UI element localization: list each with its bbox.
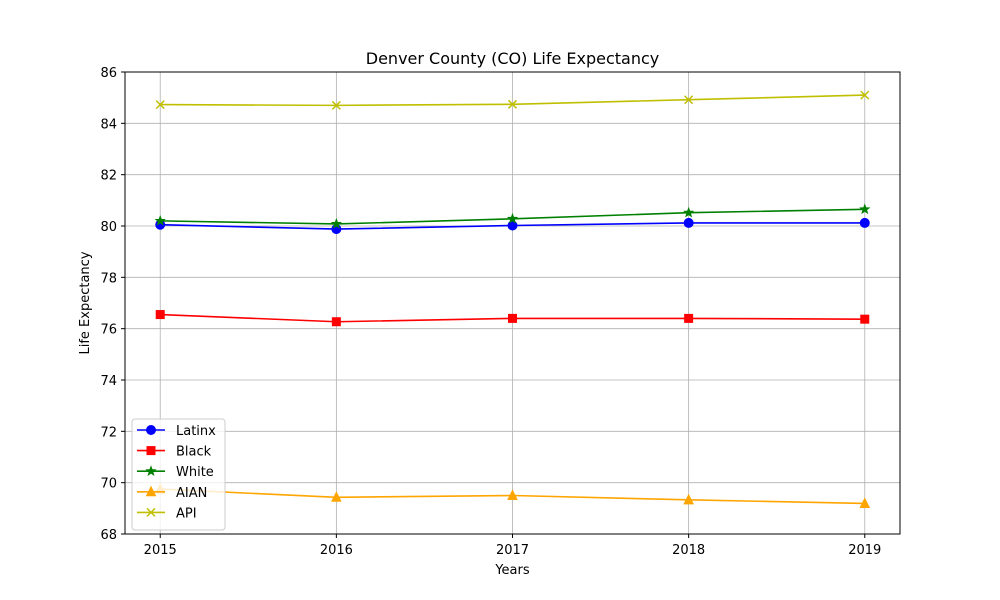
- series-api: [155, 90, 870, 110]
- legend-item-black: Black: [137, 445, 212, 460]
- y-tick-label: 76: [100, 323, 117, 338]
- y-tick-label: 78: [100, 271, 117, 286]
- y-axis-title: Life Expectancy: [78, 251, 93, 354]
- data-point-black: [508, 313, 517, 323]
- legend-label: AIAN: [176, 486, 207, 501]
- data-point-latinx: [859, 217, 870, 228]
- data-point-api: [331, 100, 341, 110]
- y-tick-label: 72: [100, 425, 117, 440]
- data-point-white: [859, 203, 871, 215]
- data-point-aian: [683, 493, 694, 505]
- legend-marker: [146, 507, 156, 517]
- legend-label: Black: [176, 445, 212, 460]
- legend-item-api: API: [137, 506, 197, 521]
- data-point-latinx: [683, 217, 694, 228]
- data-point-white: [683, 206, 695, 218]
- data-point-aian: [859, 497, 871, 508]
- data-point-api: [860, 90, 870, 100]
- x-axis-title: Years: [494, 563, 530, 578]
- legend-label: Latinx: [176, 424, 216, 439]
- y-tick-label: 82: [100, 169, 117, 184]
- data-point-api: [684, 95, 694, 105]
- chart-title: Denver County (CO) Life Expectancy: [366, 49, 659, 68]
- series-layer: [154, 90, 871, 508]
- data-point-aian: [507, 489, 518, 500]
- data-point-black: [684, 313, 694, 323]
- data-point-black: [860, 314, 870, 324]
- legend-marker: [145, 485, 157, 497]
- data-point-black: [331, 317, 341, 327]
- legend-label: API: [176, 506, 197, 521]
- legend-item-latinx: Latinx: [137, 424, 216, 439]
- data-point-white: [330, 218, 342, 229]
- data-point-black: [155, 310, 165, 320]
- data-point-aian: [331, 491, 342, 502]
- data-point-white: [154, 214, 166, 226]
- x-tick-label: 2019: [848, 543, 881, 558]
- x-tick-label: 2015: [144, 543, 177, 558]
- legend-marker: [145, 465, 157, 476]
- legend-marker: [146, 425, 156, 435]
- legend: Latinx Black White AIAN API: [131, 418, 226, 531]
- y-tick-label: 70: [100, 477, 117, 492]
- y-tick-label: 86: [100, 66, 117, 81]
- data-point-latinx: [507, 220, 518, 231]
- y-tick-label: 80: [100, 220, 117, 235]
- series-white: [154, 203, 871, 229]
- data-point-api: [507, 99, 518, 109]
- legend-item-aian: AIAN: [137, 485, 207, 501]
- series-black: [155, 310, 870, 327]
- x-tick-label: 2017: [496, 543, 529, 558]
- legend-marker: [146, 446, 156, 456]
- ticks-layer: 2015 2016 2017 2018 2019 68 70 72 74 76 78 80 82 84 86: [100, 66, 881, 558]
- data-point-white: [506, 212, 519, 224]
- legend-item-white: White: [137, 465, 214, 480]
- x-tick-label: 2018: [672, 543, 705, 558]
- data-point-api: [155, 100, 165, 110]
- y-tick-label: 68: [100, 528, 117, 543]
- x-tick-label: 2016: [320, 543, 353, 558]
- legend-label: White: [176, 465, 214, 480]
- y-tick-label: 74: [100, 374, 117, 389]
- y-tick-label: 84: [100, 117, 117, 132]
